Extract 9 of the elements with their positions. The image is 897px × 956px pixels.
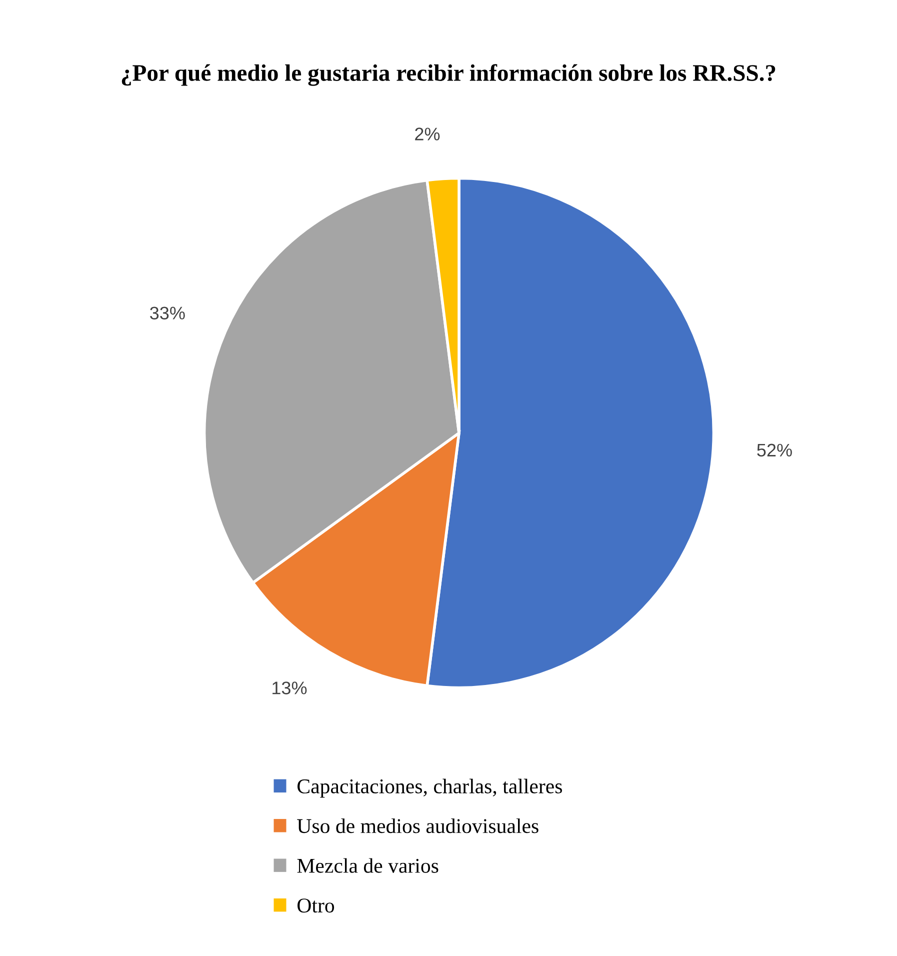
data-label: 33%: [150, 306, 185, 320]
chart-title: ¿Por qué medio le gustaria recibir información sobre los RR.SS.?: [122, 64, 776, 86]
data-label: 13%: [272, 682, 307, 694]
data-label: 2%: [415, 128, 440, 140]
legend-label: Capacitaciones, charlas, talleres: [298, 778, 562, 798]
legend-label: Uso de medios audiovisuales: [297, 818, 538, 834]
legend-label: Mezcla de varios: [297, 858, 438, 873]
legend-label: Otro: [298, 898, 334, 913]
data-label: 52%: [757, 444, 792, 457]
